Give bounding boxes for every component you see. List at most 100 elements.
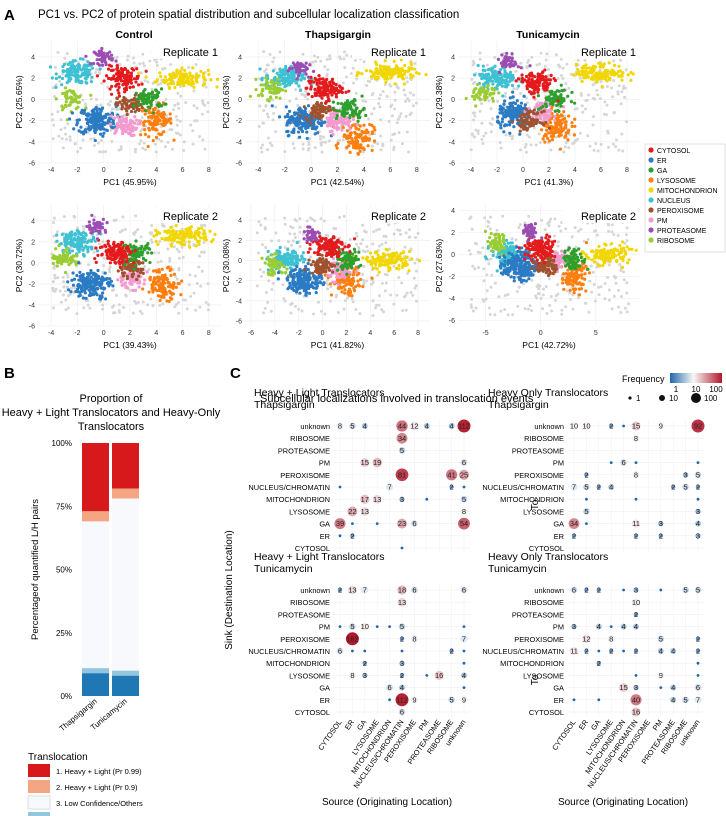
point-ga: [146, 105, 150, 109]
point-er: [294, 111, 298, 115]
point-lysosome: [372, 125, 376, 129]
point-unclassified: [390, 114, 394, 118]
point-unclassified: [51, 118, 55, 122]
point-ribosome: [269, 96, 273, 100]
point-lysosome: [160, 267, 164, 271]
point-er: [95, 293, 99, 297]
point-mitochondrion: [180, 66, 184, 70]
point-unclassified: [206, 101, 210, 105]
point-er: [500, 111, 504, 115]
point-er: [499, 123, 503, 127]
point-ga: [132, 252, 136, 256]
point-mitochondrion: [184, 80, 189, 85]
point-ga: [348, 115, 352, 120]
point-lysosome: [558, 147, 563, 151]
point-unclassified: [112, 304, 116, 308]
point-nucleus: [70, 73, 74, 77]
point-er: [93, 118, 97, 122]
point-nucleus: [81, 57, 85, 61]
point-peroxisome: [135, 269, 140, 273]
point-unclassified: [82, 227, 86, 231]
point-cytosol: [538, 78, 542, 82]
point-lysosome: [564, 123, 568, 127]
point-proteasome: [510, 52, 514, 56]
point-nucleus: [285, 72, 289, 76]
point-unclassified: [181, 298, 185, 302]
point-unclassified: [81, 98, 85, 102]
point-peroxisome: [516, 118, 520, 122]
point-pm: [116, 115, 120, 119]
replicate-label: Replicate 1: [581, 47, 636, 59]
point-peroxisome: [140, 105, 144, 110]
point-mitochondrion: [389, 76, 393, 80]
point-unclassified: [101, 303, 105, 307]
point-unclassified: [327, 139, 331, 143]
point-unclassified: [318, 134, 322, 138]
point-mitochondrion: [207, 72, 211, 77]
point-mitochondrion: [201, 75, 206, 79]
point-ribosome: [76, 95, 80, 99]
point-mitochondrion: [178, 72, 182, 76]
point-pm: [112, 116, 117, 120]
point-pm: [347, 124, 351, 128]
point-er: [85, 121, 90, 126]
point-peroxisome: [518, 114, 523, 118]
x-tick-label: 0: [102, 167, 106, 174]
point-nucleus: [289, 72, 294, 77]
point-pm: [116, 278, 120, 282]
point-er: [316, 131, 320, 135]
point-peroxisome: [523, 113, 527, 117]
point-unclassified: [176, 91, 180, 95]
point-unclassified: [180, 245, 184, 249]
point-nucleus: [61, 64, 65, 69]
scatter-points: [248, 50, 428, 156]
point-peroxisome: [134, 104, 138, 108]
point-pm: [553, 114, 557, 119]
point-nucleus: [494, 77, 498, 82]
point-er: [507, 107, 512, 111]
point-nucleus: [485, 77, 489, 82]
point-nucleus: [86, 245, 90, 249]
x-tick-label: -2: [74, 167, 80, 174]
point-ribosome: [490, 96, 495, 100]
point-ga: [139, 92, 143, 96]
point-er: [72, 127, 76, 131]
point-unclassified: [489, 107, 493, 111]
point-unclassified: [405, 76, 409, 80]
point-unclassified: [365, 83, 369, 87]
point-lysosome: [342, 133, 347, 137]
point-nucleus: [81, 235, 85, 240]
point-mitochondrion: [398, 69, 403, 74]
point-ribosome: [248, 94, 252, 98]
point-nucleus: [481, 64, 485, 68]
point-unclassified: [192, 89, 196, 93]
point-cytosol: [110, 253, 114, 258]
point-unclassified: [271, 118, 275, 122]
point-ribosome: [63, 103, 68, 107]
point-mitochondrion: [154, 239, 158, 244]
point-unclassified: [565, 62, 569, 66]
point-cytosol: [520, 76, 525, 81]
point-lysosome: [164, 292, 168, 296]
point-unclassified: [604, 113, 608, 117]
point-peroxisome: [124, 98, 128, 102]
point-lysosome: [176, 281, 180, 286]
point-mitochondrion: [392, 59, 396, 63]
point-mitochondrion: [195, 80, 199, 84]
point-unclassified: [191, 142, 195, 146]
point-nucleus: [299, 78, 303, 82]
point-er: [311, 126, 315, 131]
point-mitochondrion: [194, 73, 198, 77]
point-unclassified: [198, 134, 202, 138]
point-unclassified: [271, 98, 275, 102]
y-tick-label: -2: [29, 118, 35, 125]
point-ga: [147, 247, 152, 251]
point-peroxisome: [534, 112, 539, 116]
point-nucleus: [68, 61, 72, 65]
point-er: [92, 284, 96, 288]
point-unclassified: [554, 53, 558, 57]
point-unclassified: [614, 138, 618, 142]
point-mitochondrion: [167, 236, 172, 240]
point-lysosome: [172, 282, 176, 286]
